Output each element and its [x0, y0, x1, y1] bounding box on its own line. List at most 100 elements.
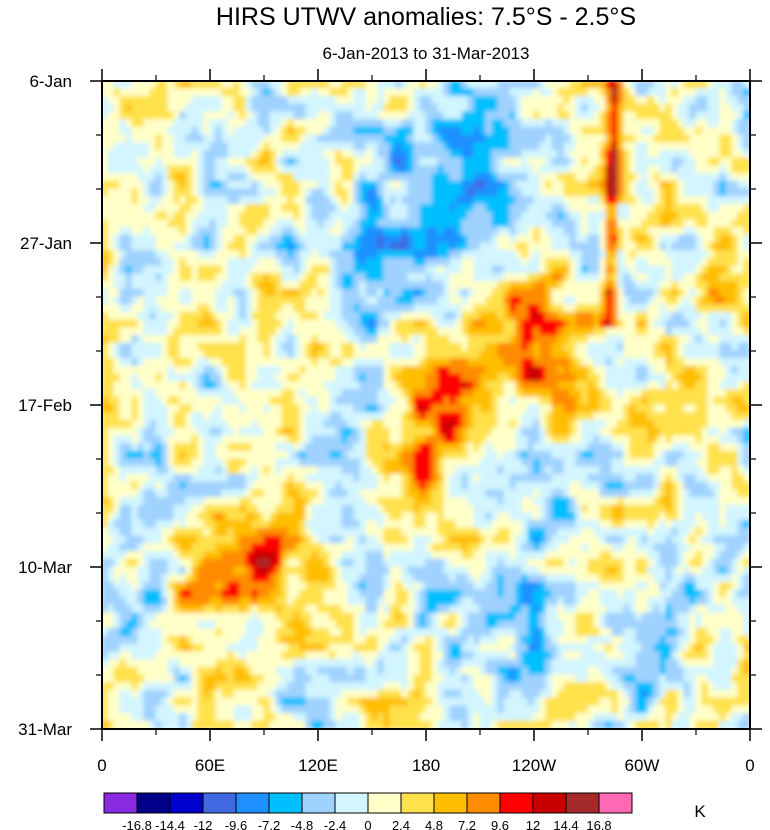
heatmap-cell — [167, 81, 175, 90]
heatmap-cell — [359, 257, 367, 267]
heatmap-cell — [221, 358, 229, 367]
heatmap-cell — [329, 234, 337, 244]
heatmap-cell — [653, 173, 661, 182]
heatmap-cell — [677, 111, 685, 121]
heatmap-cell — [419, 273, 427, 283]
heatmap-cell — [107, 273, 115, 283]
heatmap-cell — [533, 427, 541, 437]
heatmap-cell — [281, 111, 289, 121]
heatmap-cell — [287, 165, 295, 175]
heatmap-cell — [557, 342, 565, 352]
heatmap-cell — [209, 281, 217, 290]
heatmap-cell — [479, 173, 487, 182]
heatmap-cell — [389, 335, 397, 344]
heatmap-cell — [407, 134, 415, 144]
heatmap-cell — [143, 273, 151, 283]
heatmap-cell — [485, 373, 493, 383]
heatmap-cell — [323, 142, 331, 151]
heatmap-cell — [119, 381, 127, 391]
heatmap-cell — [173, 342, 181, 352]
heatmap-cell — [587, 149, 595, 159]
heatmap-cell — [245, 304, 253, 313]
heatmap-cell — [281, 126, 289, 136]
heatmap-cell — [743, 149, 750, 159]
heatmap-cell — [257, 273, 265, 283]
heatmap-cell — [449, 335, 457, 344]
heatmap-cell — [497, 227, 505, 236]
heatmap-cell — [239, 265, 247, 275]
heatmap-cell — [233, 126, 241, 136]
heatmap-cell — [305, 381, 313, 391]
heatmap-cell — [251, 389, 259, 398]
heatmap-cell — [473, 196, 481, 205]
heatmap-cell — [413, 319, 421, 329]
heatmap-cell — [455, 396, 463, 406]
heatmap-cell — [533, 311, 541, 321]
heatmap-cell — [209, 358, 217, 367]
heatmap-cell — [305, 304, 313, 313]
heatmap-cell — [113, 373, 121, 383]
heatmap-cell — [521, 335, 529, 344]
heatmap-cell — [143, 134, 151, 144]
heatmap-cell — [263, 350, 271, 360]
heatmap-cell — [227, 165, 235, 175]
heatmap-cell — [617, 381, 625, 391]
heatmap-cell — [443, 180, 451, 190]
heatmap-cell — [263, 173, 271, 182]
heatmap-cell — [143, 242, 151, 252]
heatmap-cell — [227, 242, 235, 252]
heatmap-cell — [641, 149, 649, 159]
heatmap-cell — [329, 211, 337, 221]
heatmap-cell — [281, 365, 289, 375]
heatmap-cell — [305, 111, 313, 121]
heatmap-cell — [641, 203, 649, 213]
heatmap-cell — [125, 296, 133, 306]
heatmap-cell — [515, 219, 523, 229]
heatmap-cell — [263, 373, 271, 383]
heatmap-cell — [431, 126, 439, 136]
heatmap-cell — [125, 327, 133, 337]
heatmap-cell — [431, 381, 439, 391]
heatmap-cell — [707, 389, 715, 398]
heatmap-cell — [107, 142, 115, 151]
heatmap-cell — [365, 350, 373, 360]
heatmap-cell — [575, 412, 583, 421]
heatmap-cell — [113, 211, 121, 221]
heatmap-cell — [527, 412, 535, 421]
heatmap-cell — [539, 234, 547, 244]
heatmap-cell — [719, 350, 727, 360]
heatmap-cell — [437, 126, 445, 136]
heatmap-cell — [149, 296, 157, 306]
heatmap-cell — [383, 81, 391, 90]
heatmap-cell — [233, 234, 241, 244]
heatmap-cell — [245, 88, 253, 97]
heatmap-cell — [335, 365, 343, 375]
heatmap-cell — [149, 335, 157, 344]
heatmap-cell — [239, 134, 247, 144]
heatmap-cell — [431, 319, 439, 329]
heatmap-cell — [731, 396, 739, 406]
heatmap-cell — [179, 111, 187, 121]
heatmap-cell — [737, 250, 745, 259]
heatmap-cell — [167, 381, 175, 391]
heatmap-cell — [227, 81, 235, 90]
heatmap-cell — [527, 234, 535, 244]
heatmap-cell — [515, 288, 523, 298]
heatmap-cell — [107, 157, 115, 167]
heatmap-cell — [437, 188, 445, 198]
heatmap-cell — [251, 196, 259, 205]
heatmap-cell — [275, 412, 283, 421]
heatmap-cell — [113, 219, 121, 229]
heatmap-cell — [419, 427, 427, 437]
heatmap-cell — [425, 165, 433, 175]
heatmap-cell — [521, 319, 529, 329]
heatmap-cell — [731, 273, 739, 283]
heatmap-cell — [311, 319, 319, 329]
heatmap-cell — [281, 281, 289, 290]
heatmap-cell — [323, 304, 331, 313]
heatmap-cell — [395, 381, 403, 391]
heatmap-cell — [545, 327, 553, 337]
heatmap-cell — [623, 365, 631, 375]
heatmap-cell — [545, 234, 553, 244]
heatmap-cell — [473, 358, 481, 367]
